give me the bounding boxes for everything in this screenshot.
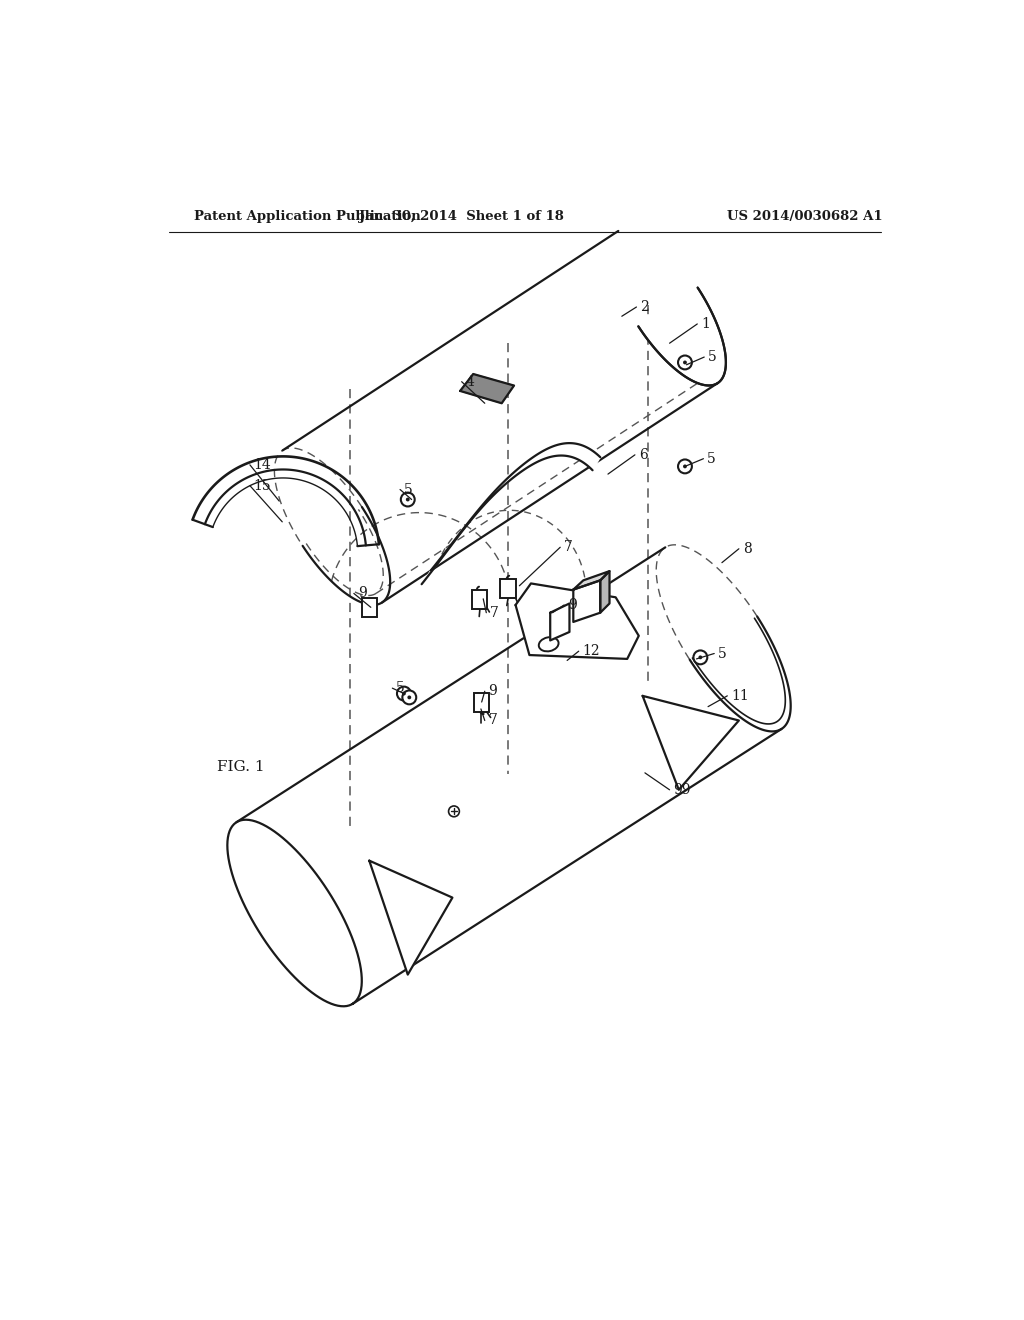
Polygon shape — [550, 603, 569, 640]
Text: 5: 5 — [708, 350, 717, 364]
Text: 5: 5 — [396, 681, 404, 696]
Text: Jan. 30, 2014  Sheet 1 of 18: Jan. 30, 2014 Sheet 1 of 18 — [359, 210, 564, 223]
Circle shape — [400, 492, 415, 507]
Circle shape — [402, 692, 406, 696]
Text: Patent Application Publication: Patent Application Publication — [194, 210, 421, 223]
Circle shape — [678, 459, 692, 474]
Circle shape — [406, 498, 410, 502]
Polygon shape — [573, 581, 600, 622]
Text: 1: 1 — [701, 317, 710, 331]
Text: 6: 6 — [639, 447, 647, 462]
Text: 7: 7 — [488, 714, 498, 727]
Polygon shape — [643, 696, 739, 789]
Circle shape — [693, 651, 708, 664]
Text: 9: 9 — [488, 684, 498, 698]
Text: 12: 12 — [583, 644, 600, 659]
Text: 14: 14 — [254, 458, 271, 471]
Polygon shape — [422, 444, 600, 585]
Polygon shape — [370, 861, 453, 974]
Bar — [500, 578, 515, 598]
Circle shape — [698, 656, 702, 659]
Text: 9: 9 — [568, 598, 577, 612]
Text: 9: 9 — [357, 586, 367, 601]
Polygon shape — [573, 572, 609, 590]
Text: 7: 7 — [490, 606, 499, 619]
Polygon shape — [460, 374, 514, 404]
Bar — [474, 693, 489, 711]
Bar — [472, 590, 487, 609]
Text: 99: 99 — [674, 783, 691, 797]
Text: 5: 5 — [403, 483, 413, 496]
Circle shape — [408, 696, 412, 700]
Text: 15: 15 — [254, 479, 271, 492]
Text: 2: 2 — [640, 300, 649, 314]
Text: US 2014/0030682 A1: US 2014/0030682 A1 — [727, 210, 883, 223]
Circle shape — [683, 360, 687, 364]
Polygon shape — [515, 583, 639, 659]
Polygon shape — [227, 820, 361, 1006]
Text: FIG. 1: FIG. 1 — [217, 760, 264, 774]
Text: 11: 11 — [731, 689, 749, 702]
Circle shape — [683, 465, 687, 469]
Text: 5: 5 — [708, 451, 716, 466]
Text: 5: 5 — [718, 647, 727, 660]
Polygon shape — [600, 572, 609, 612]
Text: 7: 7 — [564, 540, 573, 554]
Circle shape — [397, 686, 411, 701]
Polygon shape — [638, 288, 726, 385]
Circle shape — [402, 690, 416, 705]
Text: 4: 4 — [466, 375, 474, 388]
Circle shape — [678, 355, 692, 370]
Text: 8: 8 — [742, 541, 752, 556]
Bar — [361, 598, 377, 618]
Polygon shape — [690, 616, 791, 731]
